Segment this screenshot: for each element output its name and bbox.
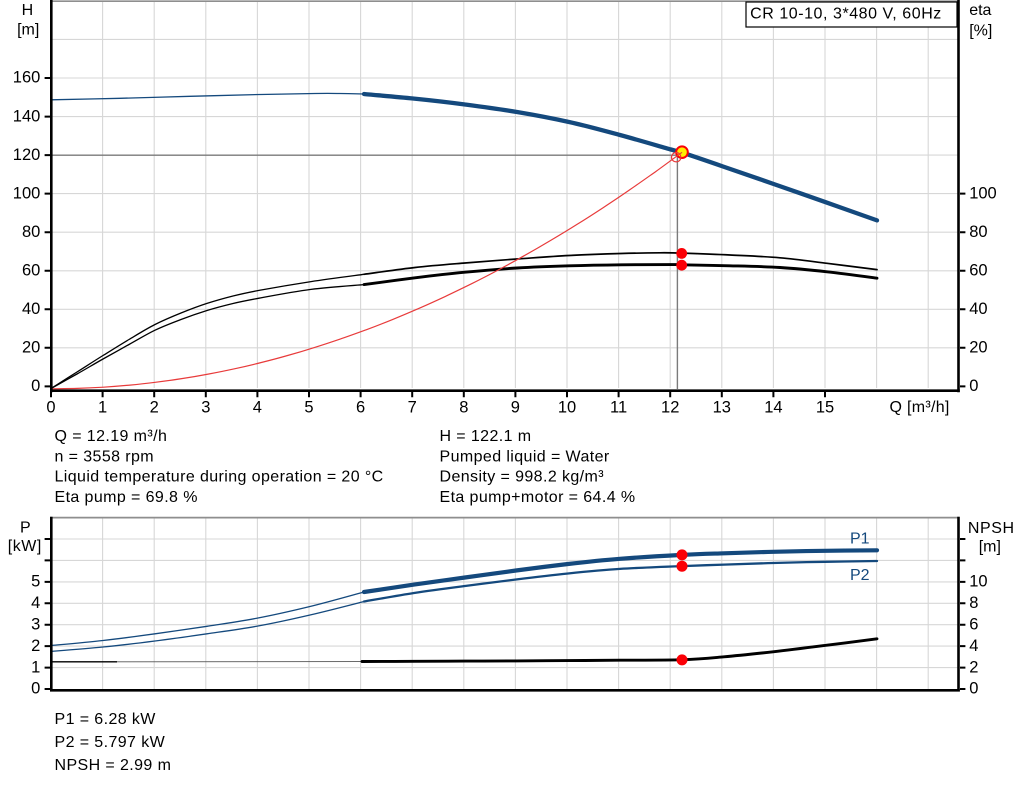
svg-text:7: 7 bbox=[408, 398, 417, 416]
svg-text:100: 100 bbox=[13, 184, 41, 202]
svg-text:P1 = 6.28 kW: P1 = 6.28 kW bbox=[55, 711, 157, 728]
svg-text:15: 15 bbox=[816, 398, 834, 416]
svg-text:Eta pump = 69.8 %: Eta pump = 69.8 % bbox=[55, 489, 198, 506]
svg-text:Liquid temperature during oper: Liquid temperature during operation = 20… bbox=[55, 469, 384, 486]
svg-text:Density = 998.2 kg/m³: Density = 998.2 kg/m³ bbox=[440, 469, 605, 486]
svg-text:NPSH: NPSH bbox=[968, 520, 1015, 537]
svg-text:60: 60 bbox=[22, 261, 40, 279]
svg-text:P2 = 5.797 kW: P2 = 5.797 kW bbox=[55, 734, 166, 751]
svg-text:[kW]: [kW] bbox=[8, 538, 42, 555]
svg-text:160: 160 bbox=[13, 69, 41, 87]
svg-text:20: 20 bbox=[22, 339, 40, 357]
svg-text:10: 10 bbox=[969, 573, 987, 591]
svg-text:120: 120 bbox=[13, 146, 41, 164]
svg-text:9: 9 bbox=[511, 398, 520, 416]
svg-text:12: 12 bbox=[661, 398, 679, 416]
svg-text:3: 3 bbox=[31, 615, 40, 633]
svg-text:0: 0 bbox=[969, 377, 978, 395]
svg-text:100: 100 bbox=[969, 184, 997, 202]
svg-text:8: 8 bbox=[969, 594, 978, 612]
svg-text:2: 2 bbox=[150, 398, 159, 416]
svg-text:0: 0 bbox=[31, 377, 40, 395]
svg-text:[m]: [m] bbox=[979, 539, 1001, 556]
svg-text:11: 11 bbox=[610, 398, 627, 416]
svg-text:Pumped liquid = Water: Pumped liquid = Water bbox=[440, 448, 610, 465]
svg-text:5: 5 bbox=[31, 573, 40, 591]
svg-text:8: 8 bbox=[459, 398, 468, 416]
svg-text:6: 6 bbox=[356, 398, 365, 416]
svg-text:80: 80 bbox=[22, 223, 40, 241]
svg-text:4: 4 bbox=[253, 398, 262, 416]
svg-text:Eta pump+motor = 64.4 %: Eta pump+motor = 64.4 % bbox=[440, 489, 636, 506]
svg-text:[%]: [%] bbox=[969, 22, 992, 39]
svg-text:40: 40 bbox=[22, 300, 40, 318]
svg-text:H: H bbox=[22, 2, 34, 19]
svg-text:2: 2 bbox=[31, 637, 40, 655]
svg-text:60: 60 bbox=[969, 261, 987, 279]
svg-text:P2: P2 bbox=[850, 567, 870, 584]
svg-text:4: 4 bbox=[31, 594, 40, 612]
svg-text:10: 10 bbox=[558, 398, 576, 416]
svg-text:NPSH = 2.99 m: NPSH = 2.99 m bbox=[55, 757, 172, 774]
svg-text:[m]: [m] bbox=[17, 22, 39, 39]
svg-text:n = 3558 rpm: n = 3558 rpm bbox=[55, 448, 155, 465]
svg-text:40: 40 bbox=[969, 300, 987, 318]
svg-text:P1: P1 bbox=[850, 530, 870, 547]
svg-text:5: 5 bbox=[304, 398, 313, 416]
svg-text:P: P bbox=[20, 520, 31, 537]
svg-text:1: 1 bbox=[31, 658, 40, 676]
svg-text:1: 1 bbox=[98, 398, 107, 416]
svg-text:Q [m³/h]: Q [m³/h] bbox=[890, 399, 950, 416]
svg-text:0: 0 bbox=[46, 398, 55, 416]
svg-text:3: 3 bbox=[201, 398, 210, 416]
svg-text:13: 13 bbox=[713, 398, 731, 416]
svg-text:H = 122.1 m: H = 122.1 m bbox=[440, 428, 532, 445]
svg-text:6: 6 bbox=[969, 615, 978, 633]
svg-text:140: 140 bbox=[13, 107, 41, 125]
svg-text:80: 80 bbox=[969, 223, 987, 241]
svg-text:0: 0 bbox=[969, 680, 978, 698]
svg-text:4: 4 bbox=[969, 637, 978, 655]
svg-text:Q = 12.19 m³/h: Q = 12.19 m³/h bbox=[55, 428, 168, 445]
svg-text:eta: eta bbox=[969, 2, 991, 19]
svg-text:0: 0 bbox=[31, 680, 40, 698]
svg-text:20: 20 bbox=[969, 339, 987, 357]
svg-text:2: 2 bbox=[969, 658, 978, 676]
svg-text:CR 10-10, 3*480 V, 60Hz: CR 10-10, 3*480 V, 60Hz bbox=[750, 6, 942, 23]
svg-text:14: 14 bbox=[764, 398, 782, 416]
